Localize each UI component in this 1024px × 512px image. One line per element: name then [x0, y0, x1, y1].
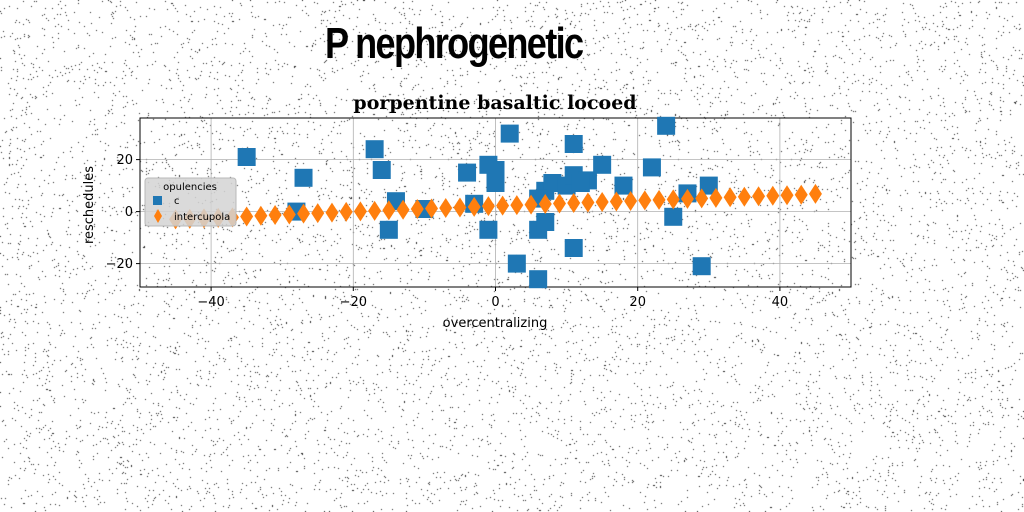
diamond-point: [609, 191, 623, 212]
square-point: [657, 116, 676, 135]
diamond-point: [652, 189, 666, 210]
legend-box: [144, 177, 237, 227]
diamond-point: [410, 199, 424, 219]
square-point: [372, 161, 391, 179]
diamond-point: [254, 205, 268, 226]
square-point: [692, 257, 711, 276]
x-axis-label: overcentralizing: [443, 316, 548, 331]
square-point: [365, 140, 384, 159]
diamond-point: [353, 201, 367, 222]
diamond-point: [510, 195, 524, 216]
square-point: [564, 239, 583, 257]
square-point: [536, 213, 555, 231]
square-point: [379, 220, 398, 239]
x-tick-label: 40: [772, 295, 789, 310]
x-tick-label: 20: [629, 295, 646, 310]
square-point: [614, 176, 633, 195]
axis-ticks: −40 −20 0 20 40 −20 0 20: [106, 153, 789, 310]
chart-title: porpentine basaltic locoed: [353, 92, 636, 114]
diamond-point: [240, 206, 254, 227]
page-title: P nephrogenetic: [325, 19, 584, 68]
square-point: [529, 270, 548, 289]
diamond-point: [467, 196, 481, 217]
diamond-point: [695, 188, 709, 209]
diamond-point: [552, 193, 566, 214]
square-point: [237, 148, 256, 166]
diamond-point: [453, 197, 467, 218]
diamond-point: [382, 200, 396, 221]
legend-marker-c: [153, 196, 162, 205]
diamond-point: [752, 186, 766, 207]
diamond-point: [297, 203, 311, 224]
square-point: [642, 158, 661, 177]
diamond-point: [567, 193, 581, 214]
diamond-point: [481, 196, 495, 217]
square-point: [479, 220, 498, 239]
diamond-point: [766, 185, 780, 206]
square-point: [294, 168, 313, 187]
x-tick-label: 0: [491, 295, 499, 310]
diamond-point: [524, 194, 538, 215]
diamond-point: [638, 190, 652, 211]
legend-marker-intercupola: [154, 209, 162, 223]
diamond-point: [439, 197, 453, 218]
y-tick-label: 0: [125, 205, 133, 220]
square-point: [458, 163, 477, 182]
diamond-point: [311, 203, 325, 224]
diamond-point: [723, 187, 737, 208]
diamond-point: [396, 199, 410, 220]
diamond-point: [538, 194, 552, 215]
square-point: [543, 174, 562, 192]
diamond-point: [282, 204, 296, 225]
square-point: [593, 155, 612, 174]
square-point: [571, 174, 590, 192]
diamond-point: [808, 183, 822, 204]
x-tick-label: −40: [197, 295, 224, 310]
legend-title: opulencies: [163, 182, 217, 193]
square-point: [664, 207, 683, 226]
diamond-point: [496, 195, 510, 216]
x-tick-label: −20: [340, 295, 367, 310]
square-point: [500, 124, 519, 143]
diamond-point: [794, 184, 808, 205]
y-tick-label: −20: [106, 257, 133, 272]
diamond-point: [709, 187, 723, 208]
legend: opulencies c intercupola: [144, 177, 237, 227]
data-marks: [169, 116, 822, 289]
square-point: [486, 174, 505, 192]
diamond-point: [368, 200, 382, 221]
diamond-point: [666, 189, 680, 210]
y-axis-label: reschedules: [82, 166, 97, 244]
square-point: [507, 254, 526, 273]
diamond-point: [737, 186, 751, 207]
legend-label-c: c: [174, 196, 180, 207]
legend-label-intercupola: intercupola: [174, 212, 230, 223]
square-point: [564, 135, 583, 153]
diamond-point: [339, 201, 353, 222]
diamond-point: [425, 198, 439, 219]
diamond-point: [595, 191, 609, 212]
diamond-point: [581, 192, 595, 213]
diamond-point: [325, 202, 339, 223]
diamond-point: [780, 185, 794, 206]
diamond-point: [624, 190, 638, 211]
y-tick-label: 20: [116, 153, 133, 168]
diamond-point: [268, 204, 282, 225]
diamond-point: [680, 188, 694, 209]
square-point: [699, 176, 718, 195]
